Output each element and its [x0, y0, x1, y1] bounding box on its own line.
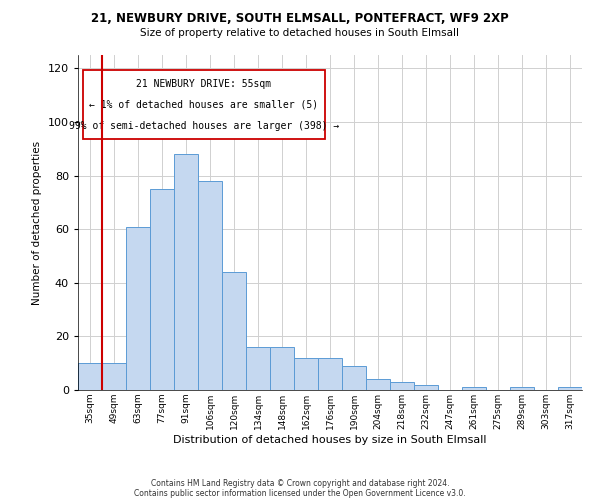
Bar — [366, 380, 390, 390]
Text: Size of property relative to detached houses in South Elmsall: Size of property relative to detached ho… — [140, 28, 460, 38]
Bar — [390, 382, 414, 390]
Bar — [78, 363, 102, 390]
Bar — [462, 388, 486, 390]
Text: 99% of semi-detached houses are larger (398) →: 99% of semi-detached houses are larger (… — [69, 122, 339, 132]
Y-axis label: Number of detached properties: Number of detached properties — [32, 140, 42, 304]
Bar — [510, 388, 534, 390]
Bar — [318, 358, 342, 390]
Bar — [270, 347, 294, 390]
Bar — [198, 181, 222, 390]
Text: 21, NEWBURY DRIVE, SOUTH ELMSALL, PONTEFRACT, WF9 2XP: 21, NEWBURY DRIVE, SOUTH ELMSALL, PONTEF… — [91, 12, 509, 26]
Text: 21 NEWBURY DRIVE: 55sqm: 21 NEWBURY DRIVE: 55sqm — [136, 79, 272, 89]
Bar — [342, 366, 366, 390]
Bar — [246, 347, 270, 390]
Text: Contains HM Land Registry data © Crown copyright and database right 2024.: Contains HM Land Registry data © Crown c… — [151, 478, 449, 488]
Bar — [150, 189, 174, 390]
Bar — [558, 388, 582, 390]
Text: Contains public sector information licensed under the Open Government Licence v3: Contains public sector information licen… — [134, 488, 466, 498]
Bar — [126, 226, 150, 390]
Text: ← 1% of detached houses are smaller (5): ← 1% of detached houses are smaller (5) — [89, 100, 319, 110]
Bar — [294, 358, 318, 390]
X-axis label: Distribution of detached houses by size in South Elmsall: Distribution of detached houses by size … — [173, 434, 487, 444]
Bar — [102, 363, 126, 390]
Bar — [414, 384, 438, 390]
FancyBboxPatch shape — [83, 70, 325, 138]
Bar — [222, 272, 246, 390]
Bar — [174, 154, 198, 390]
